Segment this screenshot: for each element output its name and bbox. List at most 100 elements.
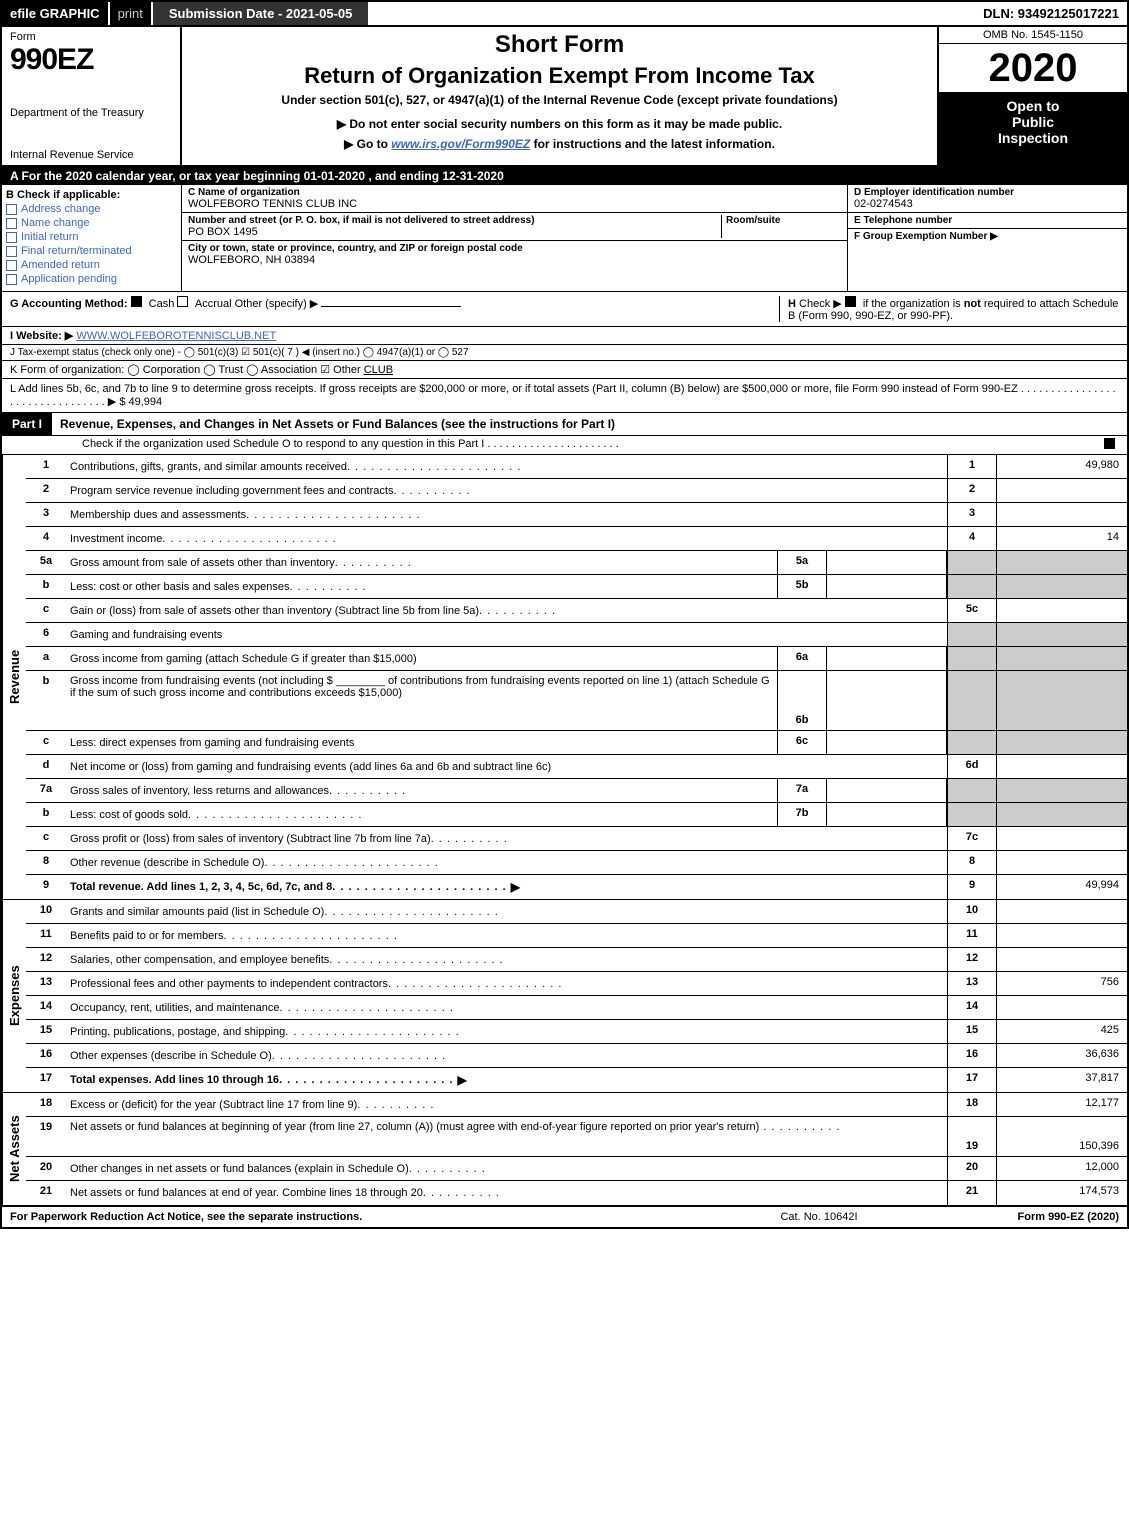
- column-d: D Employer identification number 02-0274…: [847, 185, 1127, 291]
- title-left: Form 990EZ Department of the Treasury In…: [2, 27, 182, 165]
- open-line-1: Open to: [943, 98, 1123, 114]
- form-page: efile GRAPHIC print Submission Date - 20…: [0, 0, 1129, 1229]
- bh-block: B Check if applicable: Address change Na…: [2, 185, 1127, 292]
- schedule-o-checkbox[interactable]: [1104, 438, 1119, 452]
- submission-date-label: Submission Date - 2021-05-05: [153, 2, 369, 25]
- expenses-section: Expenses 10 Grants and similar amounts p…: [2, 900, 1127, 1093]
- title-block: Form 990EZ Department of the Treasury In…: [2, 27, 1127, 167]
- arrow-icon: ▶: [457, 1073, 466, 1087]
- cb-application-pending[interactable]: Application pending: [6, 273, 177, 285]
- line-5b: b Less: cost or other basis and sales ex…: [26, 575, 1127, 599]
- checkbox-icon: [6, 246, 17, 257]
- dept-treasury: Department of the Treasury: [10, 107, 172, 119]
- irs-link[interactable]: www.irs.gov/Form990EZ: [391, 137, 530, 151]
- return-title: Return of Organization Exempt From Incom…: [192, 63, 927, 89]
- column-c: C Name of organization WOLFEBORO TENNIS …: [182, 185, 847, 291]
- checkbox-h-icon[interactable]: [845, 296, 856, 307]
- d-label: D Employer identification number: [854, 187, 1121, 198]
- part-1-sub: Check if the organization used Schedule …: [2, 436, 1127, 455]
- line-18: 18 Excess or (deficit) for the year (Sub…: [26, 1093, 1127, 1117]
- c-addr-row: Number and street (or P. O. box, if mail…: [182, 213, 847, 241]
- net-assets-label: Net Assets: [2, 1093, 26, 1205]
- cb-amended-return[interactable]: Amended return: [6, 259, 177, 271]
- checkbox-accrual-icon[interactable]: [177, 296, 188, 307]
- line-6b: b Gross income from fundraising events (…: [26, 671, 1127, 731]
- other-specify-input[interactable]: [321, 306, 461, 307]
- gk-row-k: K Form of organization: ◯ Corporation ◯ …: [2, 361, 1127, 378]
- goto-post: for instructions and the latest informat…: [530, 137, 775, 151]
- checkbox-icon: [1104, 438, 1115, 449]
- line-l: L Add lines 5b, 6c, and 7b to line 9 to …: [2, 379, 1127, 413]
- g-line: G Accounting Method: Cash Accrual Other …: [10, 296, 779, 322]
- f-label: F Group Exemption Number ▶: [854, 231, 1121, 242]
- gk-row-i: I Website: ▶ WWW.WOLFEBOROTENNISCLUB.NET: [2, 327, 1127, 345]
- top-bar: efile GRAPHIC print Submission Date - 20…: [2, 2, 1127, 27]
- title-right: OMB No. 1545-1150 2020 Open to Public In…: [937, 27, 1127, 165]
- line-12: 12 Salaries, other compensation, and emp…: [26, 948, 1127, 972]
- cb-address-change[interactable]: Address change: [6, 203, 177, 215]
- title-center: Short Form Return of Organization Exempt…: [182, 27, 937, 165]
- checkbox-cash-icon[interactable]: [131, 296, 142, 307]
- g-label: G Accounting Method:: [10, 298, 128, 310]
- checkbox-icon: [6, 204, 17, 215]
- footer-left: For Paperwork Reduction Act Notice, see …: [10, 1211, 719, 1223]
- b-head: B Check if applicable:: [6, 189, 177, 201]
- footer-mid: Cat. No. 10642I: [719, 1211, 919, 1223]
- revenue-section: Revenue 1 Contributions, gifts, grants, …: [2, 455, 1127, 900]
- line-9: 9 Total revenue. Add lines 1, 2, 3, 4, 5…: [26, 875, 1127, 899]
- c-room-label: Room/suite: [726, 215, 841, 226]
- line-3: 3 Membership dues and assessments 3: [26, 503, 1127, 527]
- under-section: Under section 501(c), 527, or 4947(a)(1)…: [192, 93, 927, 107]
- open-line-2: Public: [943, 114, 1123, 130]
- d-ein-row: D Employer identification number 02-0274…: [848, 185, 1127, 213]
- line-21: 21 Net assets or fund balances at end of…: [26, 1181, 1127, 1205]
- line-a-tax-year: A For the 2020 calendar year, or tax yea…: [2, 167, 1127, 185]
- line-7b: b Less: cost of goods sold 7b: [26, 803, 1127, 827]
- line-19: 19 Net assets or fund balances at beginn…: [26, 1117, 1127, 1157]
- line-17: 17 Total expenses. Add lines 10 through …: [26, 1068, 1127, 1092]
- c-name-row: C Name of organization WOLFEBORO TENNIS …: [182, 185, 847, 213]
- print-button[interactable]: print: [110, 2, 153, 25]
- c-city-value: WOLFEBORO, NH 03894: [188, 254, 841, 266]
- i-line: I Website: ▶ WWW.WOLFEBOROTENNISCLUB.NET: [10, 329, 1119, 342]
- gk-row-g-h: G Accounting Method: Cash Accrual Other …: [2, 292, 1127, 327]
- expenses-body: 10 Grants and similar amounts paid (list…: [26, 900, 1127, 1092]
- k-other-value: CLUB: [364, 364, 393, 376]
- line-5a: 5a Gross amount from sale of assets othe…: [26, 551, 1127, 575]
- dln-label: DLN: 93492125017221: [975, 2, 1127, 25]
- cb-initial-return[interactable]: Initial return: [6, 231, 177, 243]
- open-inspection-box: Open to Public Inspection: [939, 92, 1127, 165]
- line-6a: a Gross income from gaming (attach Sched…: [26, 647, 1127, 671]
- goto-line: ▶ Go to www.irs.gov/Form990EZ for instru…: [192, 137, 927, 151]
- c-city-label: City or town, state or province, country…: [188, 243, 841, 254]
- checkbox-icon: [6, 274, 17, 285]
- form-word: Form: [10, 31, 172, 43]
- cb-name-change[interactable]: Name change: [6, 217, 177, 229]
- e-label: E Telephone number: [854, 215, 1121, 226]
- c-addr-value: PO BOX 1495: [188, 226, 721, 238]
- net-assets-body: 18 Excess or (deficit) for the year (Sub…: [26, 1093, 1127, 1205]
- net-assets-section: Net Assets 18 Excess or (deficit) for th…: [2, 1093, 1127, 1207]
- c-name-value: WOLFEBORO TENNIS CLUB INC: [188, 198, 841, 210]
- website-link[interactable]: WWW.WOLFEBOROTENNISCLUB.NET: [76, 330, 276, 342]
- cb-final-return[interactable]: Final return/terminated: [6, 245, 177, 257]
- expenses-label: Expenses: [2, 900, 26, 1092]
- checkbox-icon: [6, 218, 17, 229]
- checkbox-icon: [6, 232, 17, 243]
- part-1-header: Part I Revenue, Expenses, and Changes in…: [2, 413, 1127, 436]
- spacer: [368, 2, 975, 25]
- line-2: 2 Program service revenue including gove…: [26, 479, 1127, 503]
- line-11: 11 Benefits paid to or for members 11: [26, 924, 1127, 948]
- column-b: B Check if applicable: Address change Na…: [2, 185, 182, 291]
- line-14: 14 Occupancy, rent, utilities, and maint…: [26, 996, 1127, 1020]
- checkbox-icon: [6, 260, 17, 271]
- line-16: 16 Other expenses (describe in Schedule …: [26, 1044, 1127, 1068]
- gk-row-j: J Tax-exempt status (check only one) - ◯…: [2, 345, 1127, 361]
- efile-button[interactable]: efile GRAPHIC: [2, 2, 110, 25]
- line-7a: 7a Gross sales of inventory, less return…: [26, 779, 1127, 803]
- line-20: 20 Other changes in net assets or fund b…: [26, 1157, 1127, 1181]
- line-5c: c Gain or (loss) from sale of assets oth…: [26, 599, 1127, 623]
- line-6d: d Net income or (loss) from gaming and f…: [26, 755, 1127, 779]
- h-line: H Check ▶ if the organization is not req…: [779, 296, 1119, 322]
- open-line-3: Inspection: [943, 130, 1123, 146]
